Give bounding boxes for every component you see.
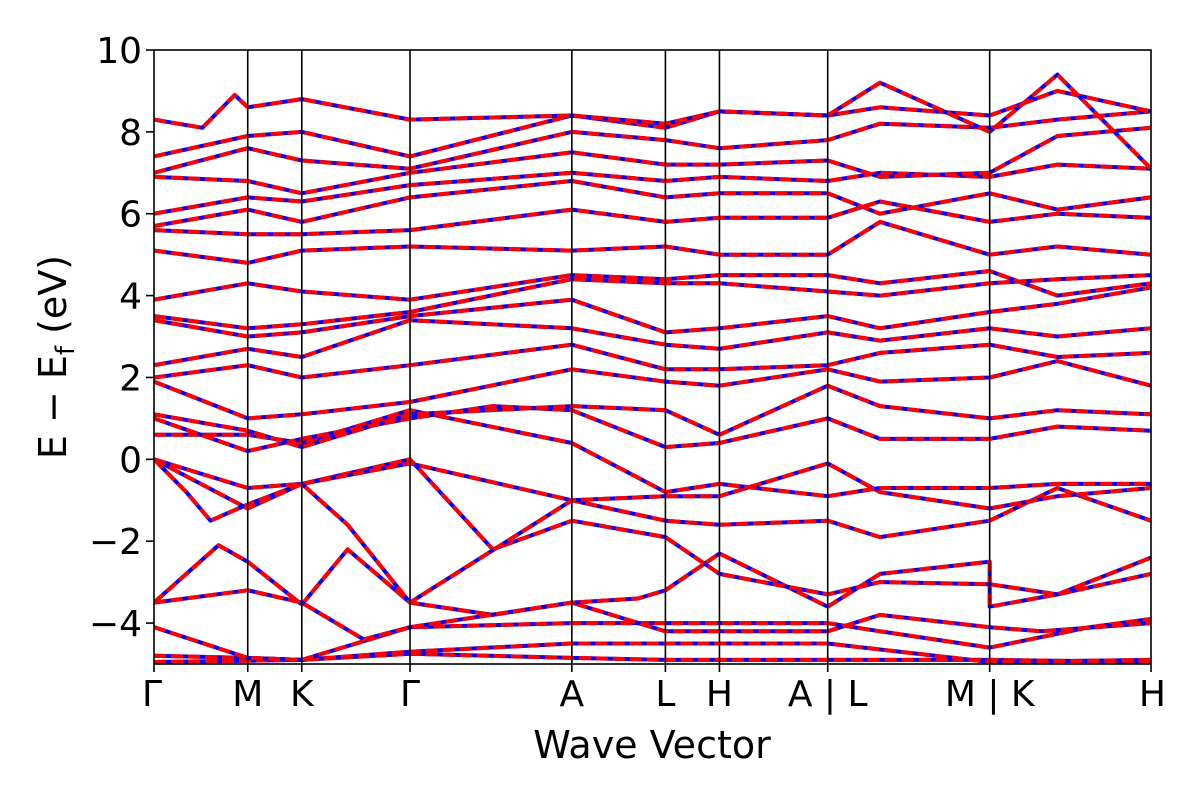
y-axis: −4 −2 0 2 4 6 8 10: [89, 31, 154, 645]
x-tick-label: Γ: [142, 674, 162, 715]
band-line-red-dashed: [154, 457, 1151, 540]
band-line-red-dashed: [154, 318, 1151, 368]
y-tick-label: 10: [96, 31, 142, 72]
x-tick-label: M | K: [945, 674, 1036, 715]
y-axis-title-main: E − E: [31, 355, 75, 459]
band-line-red-dashed: [154, 72, 1151, 171]
band-line-red-dashed: [154, 383, 1151, 450]
y-tick-label: 4: [119, 277, 142, 318]
band-line-red-dashed: [154, 109, 1151, 175]
y-axis-title-unit: (eV): [31, 255, 75, 346]
x-tick-label: M: [232, 674, 263, 715]
band-line-red-dashed: [154, 359, 1151, 421]
band-line-red-dashed: [154, 269, 1151, 302]
y-tick-label: 6: [119, 195, 142, 236]
band-line-red-dashed: [154, 199, 1151, 237]
bands-layer: [154, 72, 1151, 664]
x-tick-label: L: [655, 674, 675, 715]
band-line-red-dashed: [154, 219, 1151, 265]
band-line-red-dashed: [154, 273, 1151, 331]
high-symmetry-lines: [246, 50, 991, 664]
y-axis-title-subscript: f: [51, 345, 81, 355]
band-line-red-dashed: [154, 617, 1151, 662]
x-tick-label: A | L: [788, 674, 868, 715]
x-tick-label: K: [290, 674, 315, 715]
x-axis-title: Wave Vector: [533, 723, 771, 767]
y-axis-title: E − Ef (eV): [31, 255, 81, 459]
x-tick-label: H: [1139, 674, 1166, 715]
y-tick-label: 0: [119, 440, 142, 481]
y-tick-label: 2: [119, 358, 142, 399]
band-line-red-dashed: [154, 162, 1151, 216]
band-line-red-dashed: [154, 543, 1151, 634]
band-line-red-dashed: [154, 179, 1151, 228]
band-line-red-dashed: [154, 125, 1151, 196]
y-tick-label: −2: [89, 522, 142, 563]
band-line-red-dashed: [154, 285, 1151, 339]
y-tick-label: −4: [89, 604, 142, 645]
band-line-red-dashed: [154, 342, 1151, 380]
x-tick-label: Γ: [400, 674, 420, 715]
plot-frame: [153, 49, 1152, 665]
x-tick-label: H: [706, 674, 733, 715]
x-tick-label: A: [560, 674, 585, 715]
y-tick-label: 8: [119, 113, 142, 154]
